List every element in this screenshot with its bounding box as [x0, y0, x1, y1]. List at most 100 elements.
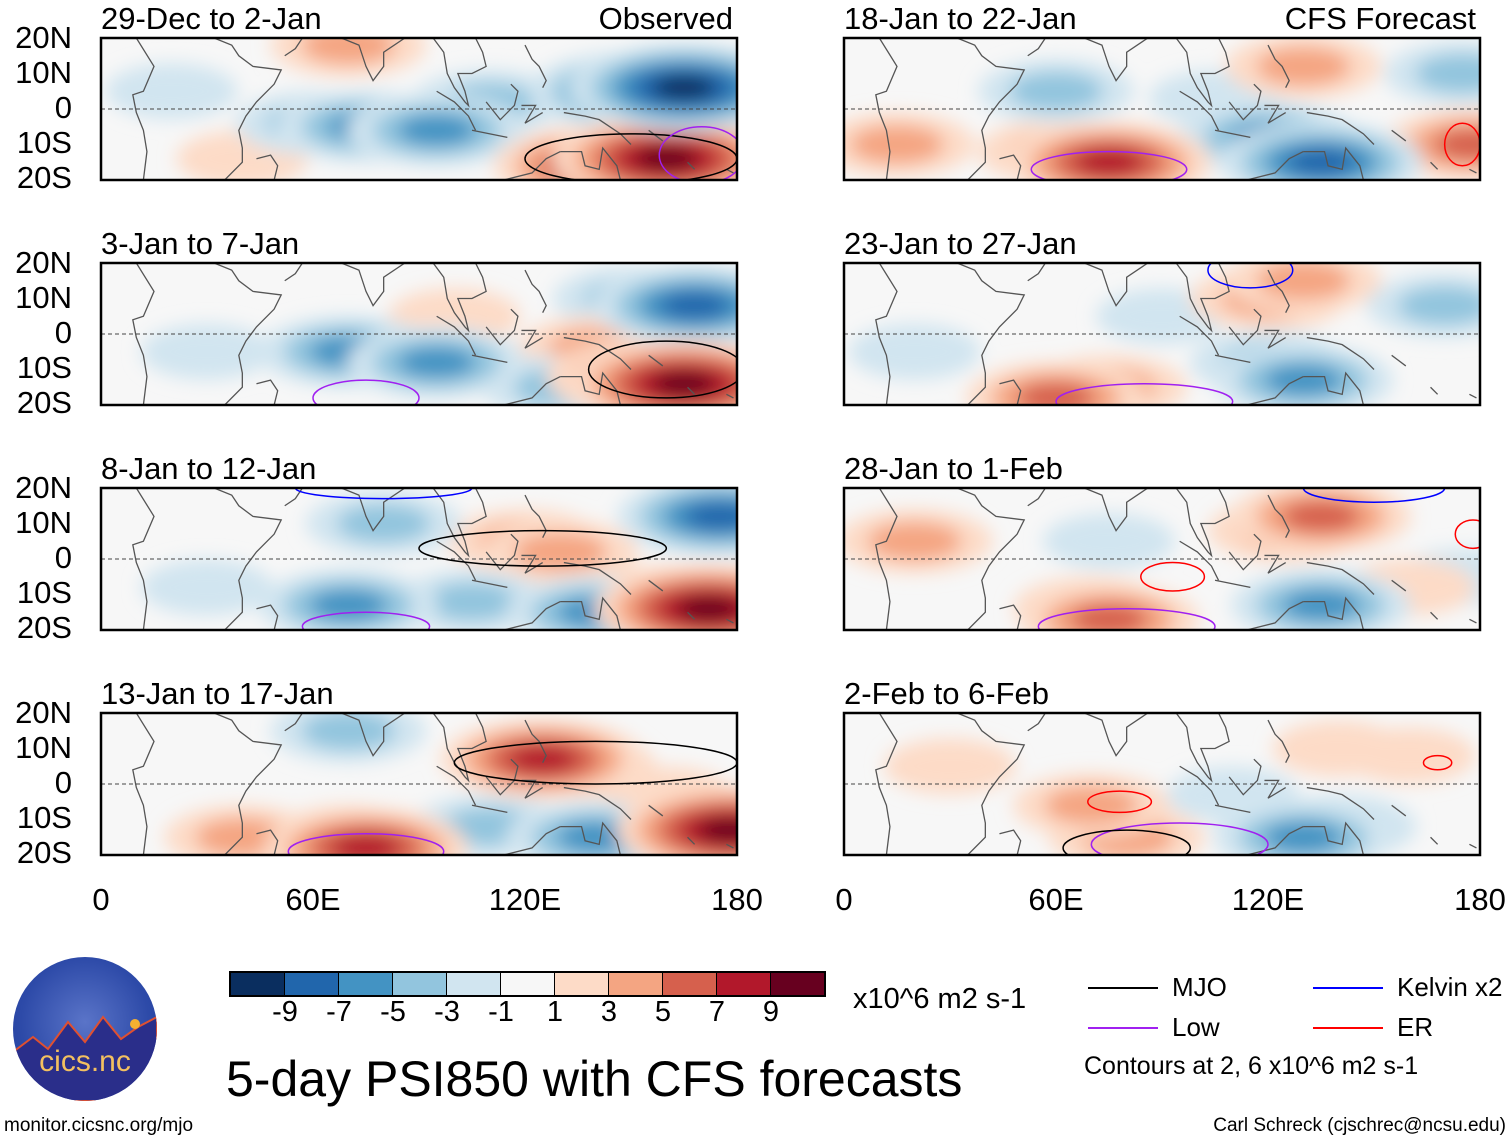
- coastline: [1303, 821, 1365, 855]
- coastline: [1430, 161, 1439, 170]
- colorbar-label: 5: [654, 996, 672, 1028]
- legend-line-swatch: [1088, 986, 1158, 989]
- panel-frame: [842, 711, 1482, 857]
- y-tick-label: 10N: [15, 280, 72, 315]
- coastline: [1267, 719, 1290, 763]
- y-tick-label: 10N: [15, 55, 72, 90]
- coastline: [726, 618, 734, 624]
- colorbar: [229, 971, 826, 997]
- footer-url[interactable]: monitor.cicsnc.org/mjo: [4, 1115, 194, 1136]
- coastline: [1246, 376, 1304, 405]
- psi-anomaly-shading: [1017, 382, 1095, 405]
- kelvin-x2-contour: [1207, 263, 1294, 289]
- coastline: [1264, 779, 1287, 799]
- panel-title: 29-Dec to 2-Jan: [101, 1, 322, 36]
- coastline: [1084, 713, 1149, 757]
- coastline: [563, 336, 632, 370]
- coastline: [1469, 393, 1477, 399]
- psi-anomaly-shading: [1043, 513, 1175, 570]
- coastline: [1391, 804, 1407, 817]
- coastline: [726, 168, 734, 174]
- coastline: [1027, 713, 1047, 732]
- psi-anomaly-shading: [141, 559, 273, 616]
- logo: cics.nc: [13, 957, 157, 1101]
- coastline: [1391, 129, 1407, 142]
- psi-anomaly-shading: [105, 63, 238, 120]
- coastline: [1175, 488, 1230, 558]
- coastline: [1430, 836, 1439, 845]
- coastline: [563, 111, 632, 145]
- panel-frame: [842, 486, 1482, 632]
- coastline: [1469, 168, 1477, 174]
- coastline: [341, 38, 406, 82]
- coastline: [213, 713, 283, 855]
- colorbar-label: -5: [380, 996, 406, 1028]
- colorbar-label: 9: [762, 996, 780, 1028]
- er-contour: [1140, 561, 1206, 592]
- panel-frame: [842, 261, 1482, 407]
- y-tick-label: 20N: [15, 470, 72, 505]
- panel-title: 13-Jan to 17-Jan: [101, 676, 334, 711]
- coastline: [875, 38, 898, 180]
- psi-anomaly-shading: [635, 146, 698, 171]
- coastline: [1175, 263, 1230, 333]
- coastline: [503, 826, 561, 855]
- contour-note: Contours at 2, 6 x10^6 m2 s-1: [1084, 1052, 1419, 1080]
- coastline: [503, 376, 561, 405]
- psi-anomaly-shading: [557, 821, 635, 853]
- coastline: [341, 263, 406, 307]
- x-tick-label: 60E: [285, 882, 341, 917]
- y-tick-label: 10S: [16, 125, 72, 160]
- coastline: [341, 488, 406, 532]
- colorbar-swatch: [285, 973, 339, 995]
- map-panel: [99, 36, 739, 182]
- psi-anomaly-shading: [1009, 72, 1103, 111]
- coastline: [687, 161, 696, 170]
- low-contour: [1090, 822, 1269, 855]
- psi-anomaly-shading: [398, 346, 476, 378]
- colorbar-swatch: [393, 973, 447, 995]
- coastline: [1084, 263, 1149, 307]
- coastline: [341, 713, 406, 757]
- er-contour: [1422, 754, 1453, 771]
- legend-label: Low: [1172, 1012, 1220, 1042]
- coastline: [524, 494, 547, 538]
- map-panel: [99, 486, 739, 632]
- psi-anomaly-shading: [425, 582, 519, 621]
- coastline: [132, 263, 155, 405]
- map-panel: [842, 486, 1482, 632]
- coastline: [256, 604, 279, 630]
- panel-title: 23-Jan to 27-Jan: [844, 226, 1077, 261]
- coastline: [256, 379, 279, 405]
- legend-label: MJO: [1172, 972, 1227, 1002]
- colorbar-label: -1: [488, 996, 514, 1028]
- coastline: [1303, 596, 1365, 630]
- y-tick-label: 20S: [16, 385, 72, 420]
- coastline: [432, 713, 487, 783]
- psi-anomaly-shading: [1282, 500, 1360, 532]
- psi-anomaly-shading: [141, 323, 273, 380]
- coastline: [1264, 329, 1287, 349]
- map-panel: [99, 711, 739, 857]
- x-tick-label: 180: [1454, 882, 1506, 917]
- coastline: [503, 601, 561, 630]
- coastline: [521, 554, 544, 574]
- coastline: [1084, 488, 1149, 532]
- low-contour: [312, 379, 420, 405]
- coastline: [432, 263, 487, 333]
- psi-anomaly-shading: [1397, 286, 1480, 325]
- mjo-contour: [587, 340, 737, 399]
- coastline: [1469, 843, 1477, 849]
- coastline: [132, 488, 155, 630]
- y-tick-label: 0: [54, 765, 72, 800]
- psi-anomaly-shading: [848, 323, 981, 380]
- colorbar-swatch: [663, 973, 717, 995]
- coastline: [1391, 579, 1407, 592]
- coastline: [1303, 371, 1365, 405]
- mjo-contour: [524, 133, 737, 180]
- coastline: [524, 719, 547, 763]
- coastline: [1214, 804, 1251, 814]
- colorbar-swatch: [609, 973, 663, 995]
- coastline: [1306, 336, 1375, 370]
- coastline: [1306, 561, 1375, 595]
